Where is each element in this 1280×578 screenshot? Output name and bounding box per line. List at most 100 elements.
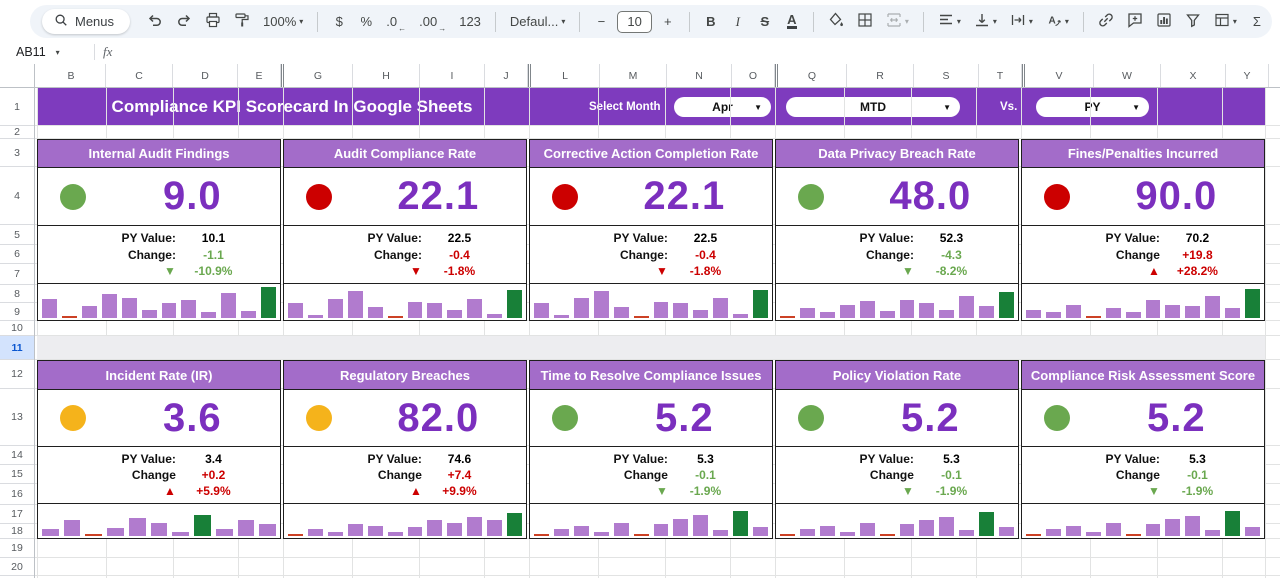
column-header-M[interactable]: M <box>600 64 667 87</box>
bold-button[interactable]: B <box>700 9 722 35</box>
strikethrough-button[interactable]: S <box>754 9 776 35</box>
row-header-4[interactable]: 4 <box>0 167 34 225</box>
column-header-O[interactable]: O <box>732 64 775 87</box>
text-rotation-button[interactable]: A ▾ <box>1042 9 1073 35</box>
decrease-decimals-button[interactable]: .0 ← <box>382 9 410 35</box>
formula-input[interactable] <box>112 40 1280 64</box>
borders-button[interactable] <box>853 9 877 35</box>
column-header-R[interactable]: R <box>847 64 914 87</box>
column-header-I[interactable]: I <box>420 64 485 87</box>
divider <box>94 44 95 60</box>
row-header-14[interactable]: 14 <box>0 446 34 465</box>
print-button[interactable] <box>201 9 225 35</box>
row-header-6[interactable]: 6 <box>0 245 34 264</box>
column-header-S[interactable]: S <box>914 64 979 87</box>
spark-bar <box>553 529 569 536</box>
kpi-card[interactable]: Corrective Action Completion Rate 22.1 PY … <box>529 139 773 321</box>
functions-button[interactable]: Σ <box>1246 9 1268 35</box>
filter-views-button[interactable]: ▾ <box>1210 9 1241 35</box>
kpi-card[interactable]: Policy Violation Rate 5.2 PY Value: 5.3 Chan… <box>775 360 1019 539</box>
insert-link-button[interactable] <box>1094 9 1118 35</box>
column-header-E[interactable]: E <box>238 64 281 87</box>
kpi-card[interactable]: Time to Resolve Compliance Issues 5.2 PY V… <box>529 360 773 539</box>
column-header-J[interactable]: J <box>485 64 528 87</box>
column-header-N[interactable]: N <box>667 64 732 87</box>
undo-button[interactable] <box>143 9 167 35</box>
row-header-1[interactable]: 1 <box>0 88 34 126</box>
kpi-card[interactable]: Internal Audit Findings 9.0 PY Value: 10.1 C… <box>37 139 281 321</box>
row-header-9[interactable]: 9 <box>0 303 34 321</box>
period-dropdown[interactable]: MTD ▼ <box>786 97 960 117</box>
more-formats-button[interactable]: 123 <box>455 9 485 35</box>
horizontal-align-button[interactable]: ▾ <box>934 9 965 35</box>
decrease-font-size-button[interactable]: − <box>590 9 612 35</box>
kpi-card[interactable]: Audit Compliance Rate 22.1 PY Value: 22.5 Ch… <box>283 139 527 321</box>
italic-button[interactable]: I <box>727 9 749 35</box>
kpi-card-title: Compliance Risk Assessment Score <box>1022 361 1264 390</box>
insert-chart-button[interactable] <box>1152 9 1176 35</box>
chevron-down-icon: ▾ <box>1232 17 1237 26</box>
redo-button[interactable] <box>172 9 196 35</box>
menus-search-button[interactable]: Menus <box>42 9 131 34</box>
column-header-T[interactable]: T <box>979 64 1022 87</box>
row-header-5[interactable]: 5 <box>0 225 34 245</box>
paint-format-button[interactable] <box>230 9 254 35</box>
row-header-18[interactable]: 18 <box>0 524 34 539</box>
text-color-button[interactable]: A <box>781 9 803 35</box>
kpi-card[interactable]: Fines/Penalties Incurred 90.0 PY Value: 70.… <box>1021 139 1265 321</box>
sheet-grid[interactable]: Compliance KPI Scorecard In Google Sheet… <box>35 88 1280 578</box>
increase-decimals-button[interactable]: .00 → <box>415 9 450 35</box>
month-dropdown[interactable]: Apr ▼ <box>674 97 771 117</box>
column-header-Q[interactable]: Q <box>778 64 847 87</box>
insert-comment-button[interactable] <box>1123 9 1147 35</box>
font-family-select[interactable]: Defaul... ▾ <box>506 9 569 35</box>
column-header-H[interactable]: H <box>353 64 420 87</box>
kpi-card[interactable]: Regulatory Breaches 82.0 PY Value: 74.6 Chan… <box>283 360 527 539</box>
row-header-17[interactable]: 17 <box>0 505 34 524</box>
select-all-corner[interactable] <box>0 64 35 88</box>
kpi-card[interactable]: Data Privacy Breach Rate 48.0 PY Value: 52.… <box>775 139 1019 321</box>
row-header-2[interactable]: 2 <box>0 126 34 139</box>
font-size-input[interactable]: 10 <box>617 10 652 33</box>
merge-cells-button[interactable]: ▾ <box>882 9 913 35</box>
fill-color-button[interactable] <box>824 9 848 35</box>
create-filter-button[interactable] <box>1181 9 1205 35</box>
kpi-card[interactable]: Compliance Risk Assessment Score 5.2 PY Va… <box>1021 360 1265 539</box>
increase-font-size-button[interactable]: + <box>657 9 679 35</box>
column-header-G[interactable]: G <box>284 64 353 87</box>
format-percent-button[interactable]: % <box>355 9 377 35</box>
column-header-V[interactable]: V <box>1025 64 1094 87</box>
row-header-13[interactable]: 13 <box>0 389 34 446</box>
text-wrap-button[interactable]: ▾ <box>1006 9 1037 35</box>
row-header-12[interactable]: 12 <box>0 360 34 389</box>
row-header-3[interactable]: 3 <box>0 139 34 167</box>
column-header-C[interactable]: C <box>106 64 173 87</box>
column-header-D[interactable]: D <box>173 64 238 87</box>
py-value-row-value: 5.3 <box>1189 452 1206 466</box>
row-header-20[interactable]: 20 <box>0 558 34 576</box>
column-header-L[interactable]: L <box>531 64 600 87</box>
column-header-B[interactable]: B <box>37 64 106 87</box>
spark-bar <box>633 316 649 318</box>
kpi-card-title: Data Privacy Breach Rate <box>776 140 1018 168</box>
kpi-card[interactable]: Incident Rate (IR) 3.6 PY Value: 3.4 Change +… <box>37 360 281 539</box>
cell-name-box[interactable]: AB11 ▾ <box>0 45 86 59</box>
row-header-10[interactable]: 10 <box>0 321 34 336</box>
row-header-8[interactable]: 8 <box>0 285 34 303</box>
vertical-align-button[interactable]: ▾ <box>970 9 1001 35</box>
row-header-15[interactable]: 15 <box>0 465 34 484</box>
row-header-7[interactable]: 7 <box>0 264 34 285</box>
row-header-16[interactable]: 16 <box>0 484 34 505</box>
italic-button-label: I <box>735 13 740 29</box>
zoom-select[interactable]: 100% ▾ <box>259 9 307 35</box>
toolbar-divider <box>1082 11 1084 32</box>
column-header-Y[interactable]: Y <box>1226 64 1269 87</box>
compare-dropdown[interactable]: PY ▼ <box>1036 97 1149 117</box>
spark-bar <box>42 528 59 536</box>
format-currency-button[interactable]: $ <box>328 9 350 35</box>
spark-bar <box>573 525 589 536</box>
row-header-19[interactable]: 19 <box>0 539 34 558</box>
column-header-W[interactable]: W <box>1094 64 1161 87</box>
row-header-11[interactable]: 11 <box>0 336 34 360</box>
column-header-X[interactable]: X <box>1161 64 1226 87</box>
